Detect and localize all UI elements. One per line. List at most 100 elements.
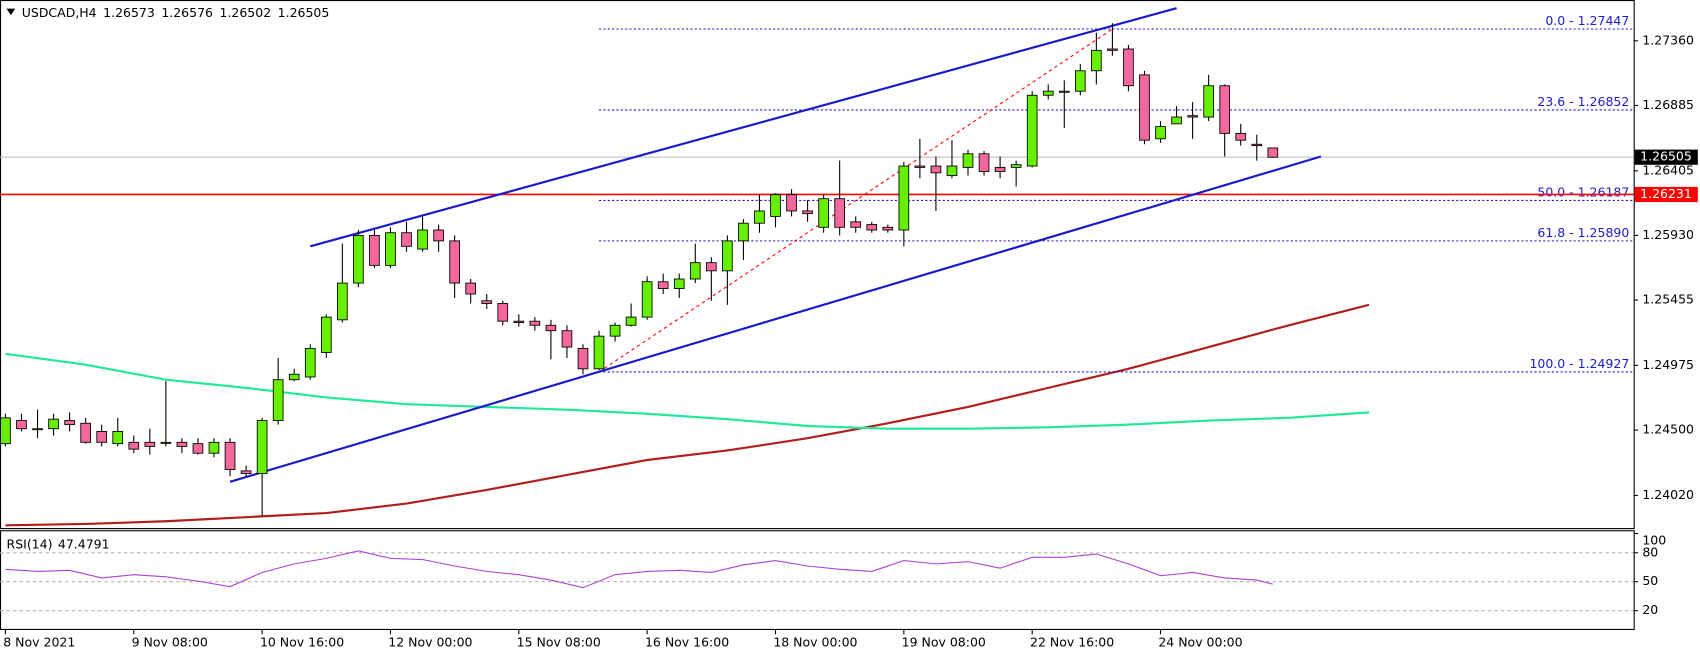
- candle-body: [240, 470, 252, 475]
- candle-body: [208, 441, 220, 454]
- candle-body: [160, 441, 172, 444]
- candle-body: [497, 303, 509, 322]
- candle-body: [449, 240, 460, 284]
- fib-label: 0.0 - 1.27447: [1545, 13, 1629, 28]
- candle-body: [930, 165, 942, 174]
- candle-body: [80, 422, 91, 443]
- rsi-tick-label: 80: [1642, 544, 1658, 559]
- last-low: 1.26502: [219, 5, 271, 20]
- candle-body: [994, 166, 1006, 172]
- y-tick-label: 1.26405: [1642, 162, 1694, 177]
- candle-body: [1042, 90, 1054, 96]
- x-tick-label: 24 Nov 00:00: [1158, 635, 1242, 650]
- candle-body: [1139, 74, 1150, 141]
- candle-body: [1171, 116, 1182, 125]
- candle-body: [946, 165, 958, 176]
- y-tick-label: 1.26885: [1642, 97, 1694, 112]
- candle-body: [882, 226, 894, 231]
- candle-body: [144, 441, 156, 447]
- candle-body: [962, 153, 974, 168]
- candle-body: [224, 441, 236, 470]
- candle-body: [898, 165, 910, 231]
- y-tick-label: 1.24975: [1642, 357, 1694, 372]
- trendline: [229, 155, 1322, 483]
- candle-body: [786, 194, 797, 212]
- candle-body: [369, 235, 380, 266]
- candle-body: [978, 153, 990, 172]
- candle-body: [1155, 126, 1166, 140]
- candle-body: [353, 235, 364, 284]
- symbol: USDCAD,H4: [22, 5, 97, 20]
- candle-body: [818, 198, 829, 228]
- candle-body: [32, 428, 43, 431]
- candle-body: [192, 443, 204, 454]
- x-tick-label: 16 Nov 16:00: [645, 635, 729, 650]
- candle-body: [96, 430, 108, 443]
- rsi-header: RSI(14) 47.4791: [7, 536, 110, 551]
- y-tick-label: 1.24020: [1642, 487, 1694, 502]
- candle-body: [513, 320, 525, 323]
- candle-body: [866, 224, 878, 231]
- main-panel-frame: [0, 0, 1635, 530]
- candle-body: [722, 240, 733, 272]
- last-high: 1.26576: [161, 5, 213, 20]
- candle-body: [657, 281, 669, 289]
- candle-body: [1187, 115, 1198, 118]
- candle-body: [738, 222, 749, 242]
- chart-header: USDCAD,H4 1.26573 1.26576 1.26502 1.26505: [22, 5, 330, 20]
- candle-body: [850, 221, 862, 228]
- candle-body: [481, 300, 493, 304]
- candle-body: [48, 418, 59, 430]
- candle-body: [1026, 94, 1038, 167]
- x-tick-label: 12 Nov 00:00: [388, 635, 472, 650]
- candle-body: [417, 229, 428, 250]
- candle-body: [337, 282, 348, 321]
- candle-body: [770, 194, 781, 217]
- menu-triangle[interactable]: [6, 8, 16, 16]
- candle-body: [1123, 48, 1134, 87]
- candle-body: [272, 379, 284, 421]
- candle-body: [1074, 70, 1086, 92]
- candle-body: [834, 198, 845, 228]
- y-tick-label: 1.24500: [1642, 422, 1694, 437]
- candle-body: [641, 281, 653, 318]
- rsi-tick-label: 20: [1642, 602, 1658, 617]
- candle-body: [705, 262, 717, 272]
- candle-body: [754, 210, 765, 224]
- candle-body: [1251, 143, 1263, 147]
- candle-body: [1219, 85, 1231, 134]
- horizontal-line-box: [1634, 186, 1698, 203]
- x-tick-label: 15 Nov 08:00: [517, 635, 601, 650]
- candle-body: [1267, 147, 1279, 158]
- candle-body: [1235, 132, 1247, 141]
- candle-body: [0, 417, 11, 445]
- fib-label: 100.0 - 1.24927: [1529, 356, 1629, 371]
- x-tick-label: 10 Nov 16:00: [260, 635, 344, 650]
- x-tick-label: 8 Nov 2021: [3, 635, 75, 650]
- candle-body: [288, 373, 300, 381]
- candle-body: [1058, 90, 1070, 93]
- candle-body: [609, 324, 621, 337]
- moving-average: [5, 352, 1370, 430]
- rsi-name: RSI(14): [7, 536, 53, 551]
- candle-body: [112, 430, 124, 445]
- candle-body: [689, 262, 701, 280]
- candle-body: [256, 420, 268, 475]
- candle-body: [802, 210, 813, 215]
- rsi-line: [5, 550, 1273, 589]
- candle-body: [128, 441, 140, 450]
- candle-body: [385, 232, 396, 266]
- fib-anchor: [598, 28, 1113, 373]
- x-tick-label: 19 Nov 08:00: [902, 635, 986, 650]
- candle-body: [545, 324, 557, 332]
- trendline: [309, 7, 1177, 248]
- candle-body: [16, 420, 27, 430]
- rsi-tick-label: 50: [1642, 573, 1658, 588]
- rsi-panel-frame: [0, 530, 1635, 630]
- fib-label: 50.0 - 1.26187: [1537, 184, 1629, 199]
- rsi-last: 47.4791: [58, 536, 110, 551]
- candle-body: [914, 165, 926, 168]
